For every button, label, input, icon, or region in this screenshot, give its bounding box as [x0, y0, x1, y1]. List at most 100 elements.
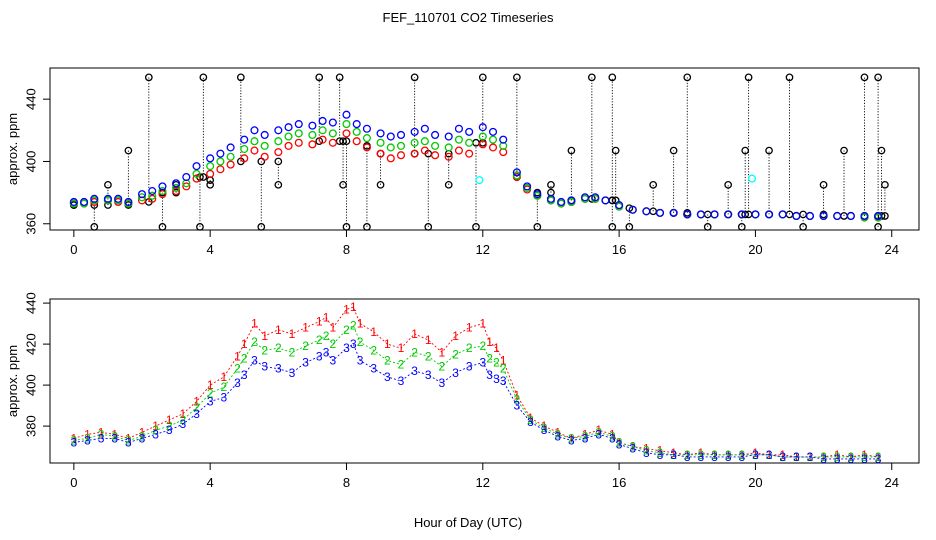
- series-3-point: [294, 120, 303, 129]
- series-1-point: [454, 146, 463, 155]
- series-1-marker: 1: [752, 446, 759, 460]
- reference-point: [737, 223, 746, 231]
- series-2-point: [206, 162, 215, 171]
- series-2-point: [318, 126, 327, 135]
- series-3-point: [860, 211, 869, 221]
- series-3-point: [250, 126, 259, 135]
- series-3-marker: 3: [711, 450, 718, 464]
- series-3-point: [226, 143, 235, 152]
- top-y-axis-label: approx. ppm: [5, 113, 20, 185]
- chart-title: FEF_110701 CO2 Timeseries: [383, 10, 554, 25]
- series-3-line: [73, 343, 879, 460]
- series-1-marker: 1: [357, 317, 364, 331]
- series-2-point: [260, 141, 269, 150]
- reference-point: [342, 223, 351, 231]
- series-3-point: [478, 123, 487, 132]
- series-2-marker: 2: [411, 345, 418, 359]
- series-2-marker: 2: [439, 360, 446, 374]
- series-3-point: [819, 211, 828, 221]
- series-1-point: [386, 154, 395, 163]
- bottom-x-tick-label: 12: [476, 475, 490, 490]
- series-1-marker: 1: [111, 427, 118, 441]
- series-2-marker: 2: [493, 356, 500, 370]
- series-2-marker: 2: [111, 429, 118, 443]
- series-1-marker: 1: [541, 419, 548, 433]
- series-3-point: [454, 124, 463, 133]
- series-3-marker: 3: [411, 364, 418, 378]
- series-3-point: [274, 126, 283, 135]
- series-1-marker: 1: [500, 354, 507, 368]
- bottom-y-tick-label: 440: [23, 292, 38, 314]
- series-2-point: [410, 138, 419, 147]
- series-3-marker: 3: [316, 349, 323, 363]
- series-1-point: [342, 129, 351, 138]
- series-1-marker: 1: [554, 425, 561, 439]
- bottom-x-tick-label: 0: [70, 475, 77, 490]
- series-3-point: [410, 127, 419, 136]
- series-3-marker: 3: [684, 450, 691, 464]
- reference-point: [683, 73, 692, 82]
- series-3-point: [628, 205, 637, 214]
- series-1-point: [158, 190, 167, 199]
- series-1-marker: 1: [166, 413, 173, 427]
- series-3-marker: 3: [875, 452, 882, 466]
- top-x-tick-label: 20: [748, 242, 762, 257]
- series-2-marker: 2: [752, 448, 759, 462]
- reference-point: [339, 137, 347, 146]
- series-3-marker: 3: [234, 376, 241, 390]
- reference-point: [158, 223, 167, 231]
- series-3-point: [546, 194, 556, 203]
- series-1-marker: 1: [234, 349, 241, 363]
- series-3-marker: 3: [241, 368, 248, 382]
- series-2-marker: 2: [595, 425, 602, 439]
- bottom-x-tick-label: 20: [748, 475, 762, 490]
- series-2-marker: 2: [466, 341, 473, 355]
- series-1-point: [396, 151, 406, 160]
- series-3-marker: 3: [698, 450, 705, 464]
- series-3-marker: 3: [568, 433, 575, 447]
- series-3-point: [567, 196, 576, 205]
- series-2-point: [284, 132, 293, 141]
- series-2-point: [512, 171, 521, 180]
- series-3-marker: 3: [479, 356, 486, 370]
- top-x-tick-label: 8: [343, 242, 350, 257]
- series-1-marker: 1: [98, 425, 105, 439]
- series-1-marker: 1: [84, 427, 91, 441]
- series-3-point: [148, 187, 157, 196]
- series-3-marker: 3: [643, 446, 650, 460]
- series-1-point: [308, 140, 317, 149]
- series-1-marker: 1: [698, 446, 705, 460]
- series-3-marker: 3: [180, 417, 187, 431]
- series-1-marker: 1: [261, 329, 268, 343]
- series-3-point: [260, 130, 269, 140]
- reference-point: [547, 180, 555, 189]
- series-3-marker: 3: [125, 436, 132, 450]
- reference-point: [874, 73, 882, 82]
- series-3-marker: 3: [595, 427, 602, 441]
- series-2-point: [396, 141, 406, 150]
- reference-point: [881, 180, 889, 189]
- series-2-marker: 2: [220, 380, 227, 394]
- series-2-marker: 2: [820, 450, 827, 464]
- series-2-point: [216, 157, 225, 166]
- reference-point: [199, 73, 208, 82]
- series-2-marker: 2: [316, 333, 323, 347]
- series-2-marker: 2: [152, 423, 159, 437]
- series-2-marker: 2: [875, 450, 882, 464]
- series-2-marker: 2: [629, 440, 636, 454]
- series-3-point: [765, 210, 774, 219]
- series-1-point: [431, 151, 440, 160]
- bottom-y-tick-label: 400: [23, 374, 38, 396]
- reference-point: [478, 73, 487, 82]
- series-1-marker: 1: [425, 333, 432, 347]
- series-3-point: [805, 211, 814, 221]
- bottom-x-tick-label: 8: [343, 475, 350, 490]
- series-1-marker: 1: [125, 431, 132, 445]
- series-3-point: [655, 208, 665, 217]
- series-3-marker: 3: [793, 450, 800, 464]
- series-2-point: [274, 137, 283, 146]
- series-1-marker: 1: [766, 448, 773, 462]
- bottom-x-tick-label: 16: [612, 475, 626, 490]
